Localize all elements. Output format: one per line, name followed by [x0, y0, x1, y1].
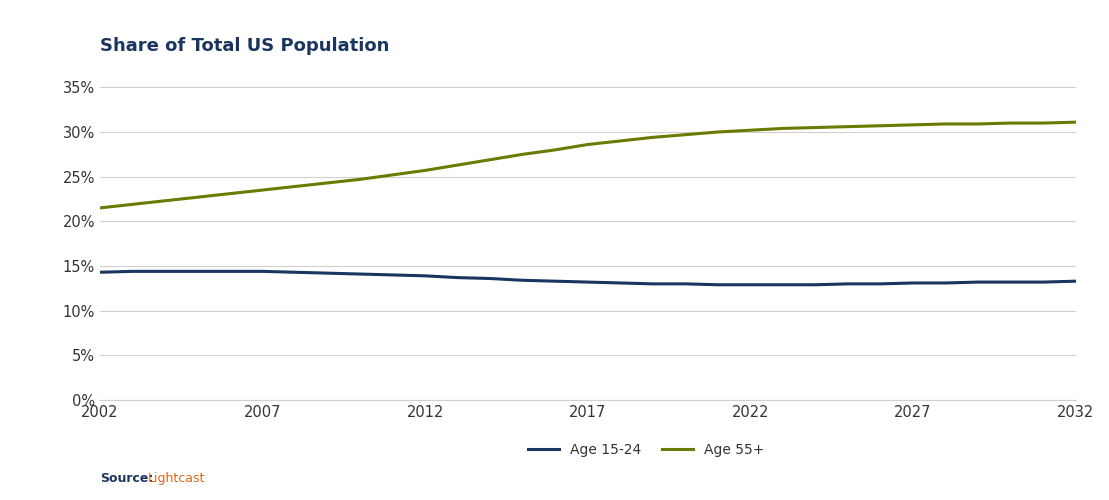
Age 55+: [516, 152, 529, 158]
Age 15-24: [1069, 278, 1082, 284]
Age 55+: [971, 121, 985, 127]
Age 55+: [159, 198, 172, 204]
Age 15-24: [906, 280, 919, 286]
Age 55+: [451, 162, 465, 168]
Age 15-24: [744, 282, 757, 288]
Text: Source:: Source:: [100, 472, 153, 485]
Age 15-24: [288, 270, 302, 276]
Age 55+: [906, 122, 919, 128]
Line: Age 55+: Age 55+: [100, 122, 1076, 208]
Age 55+: [581, 142, 594, 148]
Age 15-24: [451, 274, 465, 280]
Age 15-24: [125, 268, 139, 274]
Age 15-24: [484, 276, 497, 281]
Age 15-24: [321, 270, 334, 276]
Text: Share of Total US Population: Share of Total US Population: [100, 37, 389, 55]
Age 15-24: [516, 278, 529, 283]
Age 55+: [125, 202, 139, 207]
Age 15-24: [874, 281, 887, 287]
Age 15-24: [808, 282, 822, 288]
Age 55+: [321, 180, 334, 186]
Age 55+: [679, 132, 692, 138]
Age 55+: [613, 138, 627, 144]
Age 15-24: [776, 282, 790, 288]
Age 15-24: [581, 279, 594, 285]
Age 15-24: [613, 280, 627, 286]
Age 15-24: [1004, 279, 1017, 285]
Age 55+: [808, 124, 822, 130]
Age 15-24: [354, 271, 367, 277]
Age 55+: [939, 121, 953, 127]
Age 15-24: [842, 281, 855, 287]
Age 55+: [484, 156, 497, 162]
Age 15-24: [679, 281, 692, 287]
Age 15-24: [159, 268, 172, 274]
Age 15-24: [1037, 279, 1050, 285]
Age 55+: [354, 176, 367, 182]
Age 55+: [1004, 120, 1017, 126]
Text: Lightcast: Lightcast: [147, 472, 205, 485]
Age 15-24: [711, 282, 724, 288]
Age 55+: [549, 147, 562, 153]
Age 55+: [93, 205, 106, 211]
Age 55+: [223, 190, 236, 196]
Age 55+: [1037, 120, 1050, 126]
Age 15-24: [939, 280, 953, 286]
Age 55+: [191, 194, 204, 200]
Age 55+: [288, 184, 302, 190]
Age 55+: [776, 126, 790, 132]
Age 55+: [256, 187, 269, 193]
Age 15-24: [549, 278, 562, 284]
Age 55+: [842, 124, 855, 130]
Age 55+: [418, 168, 431, 173]
Age 15-24: [223, 268, 236, 274]
Age 55+: [1069, 119, 1082, 125]
Legend: Age 15-24, Age 55+: Age 15-24, Age 55+: [528, 442, 764, 456]
Age 55+: [647, 134, 660, 140]
Age 55+: [386, 172, 399, 178]
Age 55+: [874, 122, 887, 128]
Age 55+: [744, 127, 757, 133]
Age 15-24: [647, 281, 660, 287]
Age 15-24: [256, 268, 269, 274]
Age 15-24: [191, 268, 204, 274]
Line: Age 15-24: Age 15-24: [100, 272, 1076, 285]
Age 15-24: [93, 270, 106, 276]
Age 15-24: [418, 273, 431, 279]
Age 15-24: [971, 279, 985, 285]
Age 55+: [711, 129, 724, 135]
Age 15-24: [386, 272, 399, 278]
